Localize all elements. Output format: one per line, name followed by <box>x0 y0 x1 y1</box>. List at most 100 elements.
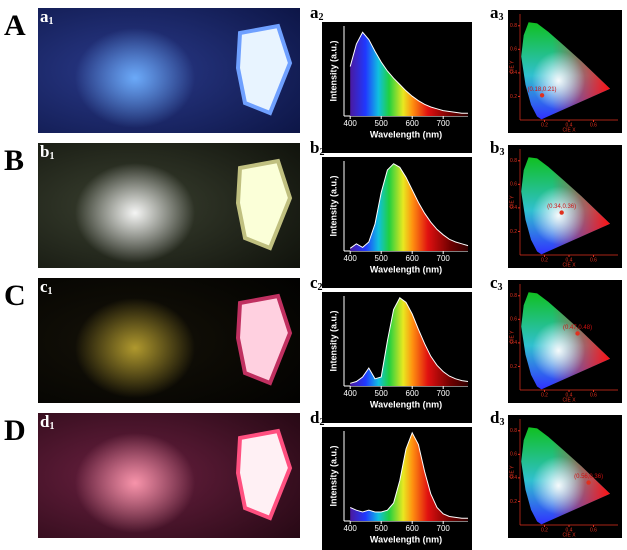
y-axis-label: CIE Y <box>509 60 515 74</box>
panel-letter: a <box>310 3 319 22</box>
x-tick-label: 0.6 <box>590 392 597 398</box>
cie-gamut-white <box>521 427 610 525</box>
row-letter: B <box>4 144 24 177</box>
x-axis-label: CIE X <box>562 532 576 538</box>
panel-letter: d <box>490 408 500 427</box>
cie-point <box>586 480 591 485</box>
x-tick-label: 0.2 <box>541 122 548 128</box>
x-tick-label: 600 <box>406 524 420 533</box>
panel-subscript: 2 <box>319 417 324 428</box>
row-letter: C <box>4 279 26 312</box>
panel-subscript: 1 <box>49 16 54 27</box>
panel-letter: a <box>490 3 499 22</box>
panel-label: c2 <box>310 273 323 293</box>
x-tick-label: 0.4 <box>566 122 573 128</box>
y-tick-label: 0.8 <box>510 428 517 434</box>
cie-point <box>539 93 545 98</box>
x-tick-label: 500 <box>375 119 389 128</box>
y-tick-label: 0.6 <box>510 47 517 53</box>
spectrum-line <box>350 431 468 519</box>
x-tick-label: 600 <box>406 119 420 128</box>
x-tick-label: 0.6 <box>590 527 597 533</box>
spectrum-area <box>350 163 468 251</box>
photo-glow <box>75 298 195 398</box>
panel-subscript: 3 <box>499 12 504 23</box>
device-chip <box>235 158 293 251</box>
y-tick-label: 0.8 <box>510 293 517 299</box>
x-tick-label: 500 <box>375 389 389 398</box>
panel-label: b3 <box>490 138 504 158</box>
y-tick-label: 0.4 <box>510 70 517 76</box>
cie-point <box>575 331 580 336</box>
panel-subscript: 1 <box>49 421 54 432</box>
device-chip <box>235 23 293 116</box>
y-tick-label: 0.8 <box>510 158 517 164</box>
cie-point <box>559 210 564 215</box>
photo-glow <box>75 163 195 263</box>
y-tick-label: 0.6 <box>510 317 517 323</box>
x-axis-label: Wavelength (nm) <box>370 264 442 274</box>
y-axis-label: CIE Y <box>509 465 515 479</box>
y-tick-label: 0.6 <box>510 452 517 458</box>
x-axis-label: CIE X <box>562 262 576 268</box>
photo-glow <box>75 433 195 533</box>
cie-point-label: (0.34,0.36) <box>547 204 576 210</box>
panel-label: b1 <box>40 142 54 162</box>
x-tick-label: 400 <box>344 254 358 263</box>
panel-label: a2 <box>310 3 324 23</box>
x-tick-label: 0.4 <box>566 392 573 398</box>
x-tick-label: 400 <box>344 389 358 398</box>
panel-label: a1 <box>40 7 54 27</box>
cie-point-label: (0.47,0.48) <box>563 325 592 331</box>
x-axis-label: Wavelength (nm) <box>370 129 442 139</box>
x-axis-label: CIE X <box>562 127 576 133</box>
x-tick-label: 400 <box>344 119 358 128</box>
panel-label: b2 <box>310 138 324 158</box>
x-tick-label: 0.4 <box>566 527 573 533</box>
x-tick-label: 500 <box>375 254 389 263</box>
panel-subscript: 1 <box>48 286 53 297</box>
panel-letter: d <box>310 408 320 427</box>
panel-label: d1 <box>40 412 54 432</box>
panel-letter: c <box>490 273 498 292</box>
device-chip <box>235 428 293 521</box>
x-tick-label: 700 <box>437 119 451 128</box>
panel-label: c1 <box>40 277 53 297</box>
x-tick-label: 600 <box>406 254 420 263</box>
x-tick-label: 0.2 <box>541 392 548 398</box>
y-axis-label: Intensity (a.u.) <box>328 175 338 236</box>
x-tick-label: 400 <box>344 524 358 533</box>
cie-gamut-white <box>521 292 610 390</box>
panel-subscript: 3 <box>499 147 504 158</box>
panel-label: a3 <box>490 3 504 23</box>
spectrum-area <box>350 297 468 386</box>
panel-subscript: 3 <box>498 282 503 293</box>
cie-point-label: (0.56,0.36) <box>574 474 603 480</box>
x-tick-label: 0.4 <box>566 257 573 263</box>
x-tick-label: 0.6 <box>590 122 597 128</box>
y-tick-label: 0.2 <box>510 364 517 370</box>
row-letter: A <box>4 9 26 42</box>
x-tick-label: 700 <box>437 389 451 398</box>
y-tick-label: 0.4 <box>510 205 517 211</box>
x-axis-label: Wavelength (nm) <box>370 534 442 544</box>
x-axis-label: CIE X <box>562 397 576 403</box>
panel-letter: b <box>310 138 319 157</box>
y-axis-label: Intensity (a.u.) <box>328 445 338 506</box>
panel-subscript: 3 <box>499 417 504 428</box>
x-tick-label: 500 <box>375 524 389 533</box>
panel-subscript: 2 <box>319 147 324 158</box>
device-chip <box>235 293 293 386</box>
y-axis-label: CIE Y <box>509 330 515 344</box>
photo-glow <box>75 28 195 128</box>
spectrum-panel <box>322 427 472 550</box>
y-tick-label: 0.2 <box>510 94 517 100</box>
panel-subscript: 2 <box>319 12 324 23</box>
panel-letter: a <box>40 7 49 26</box>
y-tick-label: 0.2 <box>510 229 517 235</box>
row-letter: D <box>4 414 26 447</box>
x-tick-label: 0.2 <box>541 527 548 533</box>
panel-label: c3 <box>490 273 503 293</box>
panel-label: d2 <box>310 408 324 428</box>
panel-letter: b <box>490 138 499 157</box>
